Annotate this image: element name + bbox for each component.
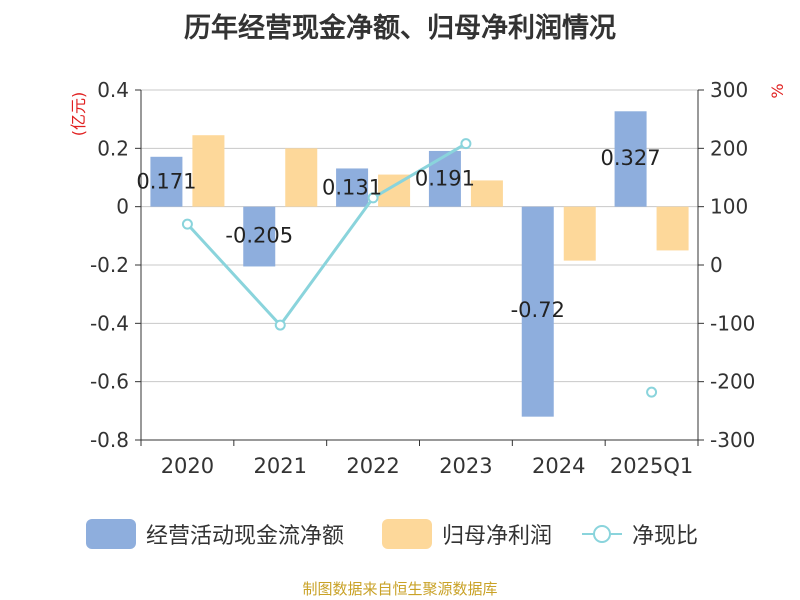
x-tick-label: 2021 (254, 454, 307, 478)
left-tick-label: -0.4 (90, 311, 129, 335)
x-tick-label: 2025Q1 (610, 454, 693, 478)
bar-net-profit (192, 135, 225, 207)
x-tick-label: 2022 (346, 454, 399, 478)
point-cash-ratio (646, 386, 658, 398)
bar-net-profit (285, 148, 318, 207)
legend-item-cash-ratio[interactable]: 净现比 (582, 516, 698, 552)
x-tick-label: 2020 (161, 454, 214, 478)
data-label-operating-cash-flow: -0.72 (511, 298, 565, 322)
bar-net-profit (656, 206, 689, 251)
data-label-operating-cash-flow: 0.327 (601, 146, 661, 170)
right-tick-label: 300 (710, 78, 748, 102)
right-tick-label: -300 (710, 428, 755, 452)
right-tick-label: 200 (710, 136, 748, 160)
left-tick-label: -0.2 (90, 253, 129, 277)
bar-net-profit (563, 206, 596, 261)
data-label-operating-cash-flow: 0.191 (415, 167, 475, 191)
right-tick-label: -100 (710, 311, 755, 335)
legend-item-net-profit[interactable]: 归母净利润 (382, 516, 552, 552)
bar-operating-cash-flow (150, 156, 183, 207)
legend-item-operating-cash-flow[interactable]: 经营活动现金流净额 (86, 516, 344, 552)
source-note: 制图数据来自恒生聚源数据库 (302, 580, 498, 598)
data-label-operating-cash-flow: 0.171 (136, 169, 196, 193)
data-label-operating-cash-flow: -0.205 (225, 224, 293, 248)
right-axis-unit: % (768, 83, 787, 98)
chart-title: 历年经营现金净额、归母净利润情况 (184, 13, 616, 44)
legend-swatch-net-profit (382, 519, 432, 549)
point-cash-ratio (274, 319, 286, 331)
bar-operating-cash-flow (243, 206, 276, 267)
line-cash-ratio (186, 142, 467, 328)
left-tick-label: -0.6 (90, 370, 129, 394)
bar-net-profit (470, 180, 503, 207)
x-tick-label: 2023 (439, 454, 492, 478)
data-label-operating-cash-flow: 0.131 (322, 175, 382, 199)
left-tick-label: 0 (116, 195, 129, 219)
bar-operating-cash-flow (336, 168, 369, 207)
point-cash-ratio (367, 192, 379, 204)
bar-operating-cash-flow (428, 150, 461, 207)
legend-label-net-profit: 归母净利润 (442, 524, 553, 549)
bar-operating-cash-flow (614, 111, 647, 207)
right-tick-label: 0 (710, 253, 723, 277)
x-tick-label: 2024 (532, 454, 585, 478)
left-tick-label: 0.4 (97, 78, 129, 102)
right-tick-label: 100 (710, 195, 748, 219)
legend-swatch-cash-ratio (582, 519, 622, 549)
legend-swatch-operating-cash-flow (86, 519, 136, 549)
legend: 经营活动现金流净额 归母净利润 净现比 (0, 516, 800, 556)
right-tick-label: -200 (710, 370, 755, 394)
bar-operating-cash-flow (521, 206, 554, 417)
left-axis-unit: (亿元) (69, 92, 88, 137)
legend-label-operating-cash-flow: 经营活动现金流净额 (146, 524, 345, 549)
point-cash-ratio (181, 218, 193, 230)
left-tick-label: -0.8 (90, 428, 129, 452)
left-tick-label: 0.2 (97, 136, 129, 160)
legend-label-cash-ratio: 净现比 (632, 524, 699, 549)
point-cash-ratio (460, 138, 472, 150)
